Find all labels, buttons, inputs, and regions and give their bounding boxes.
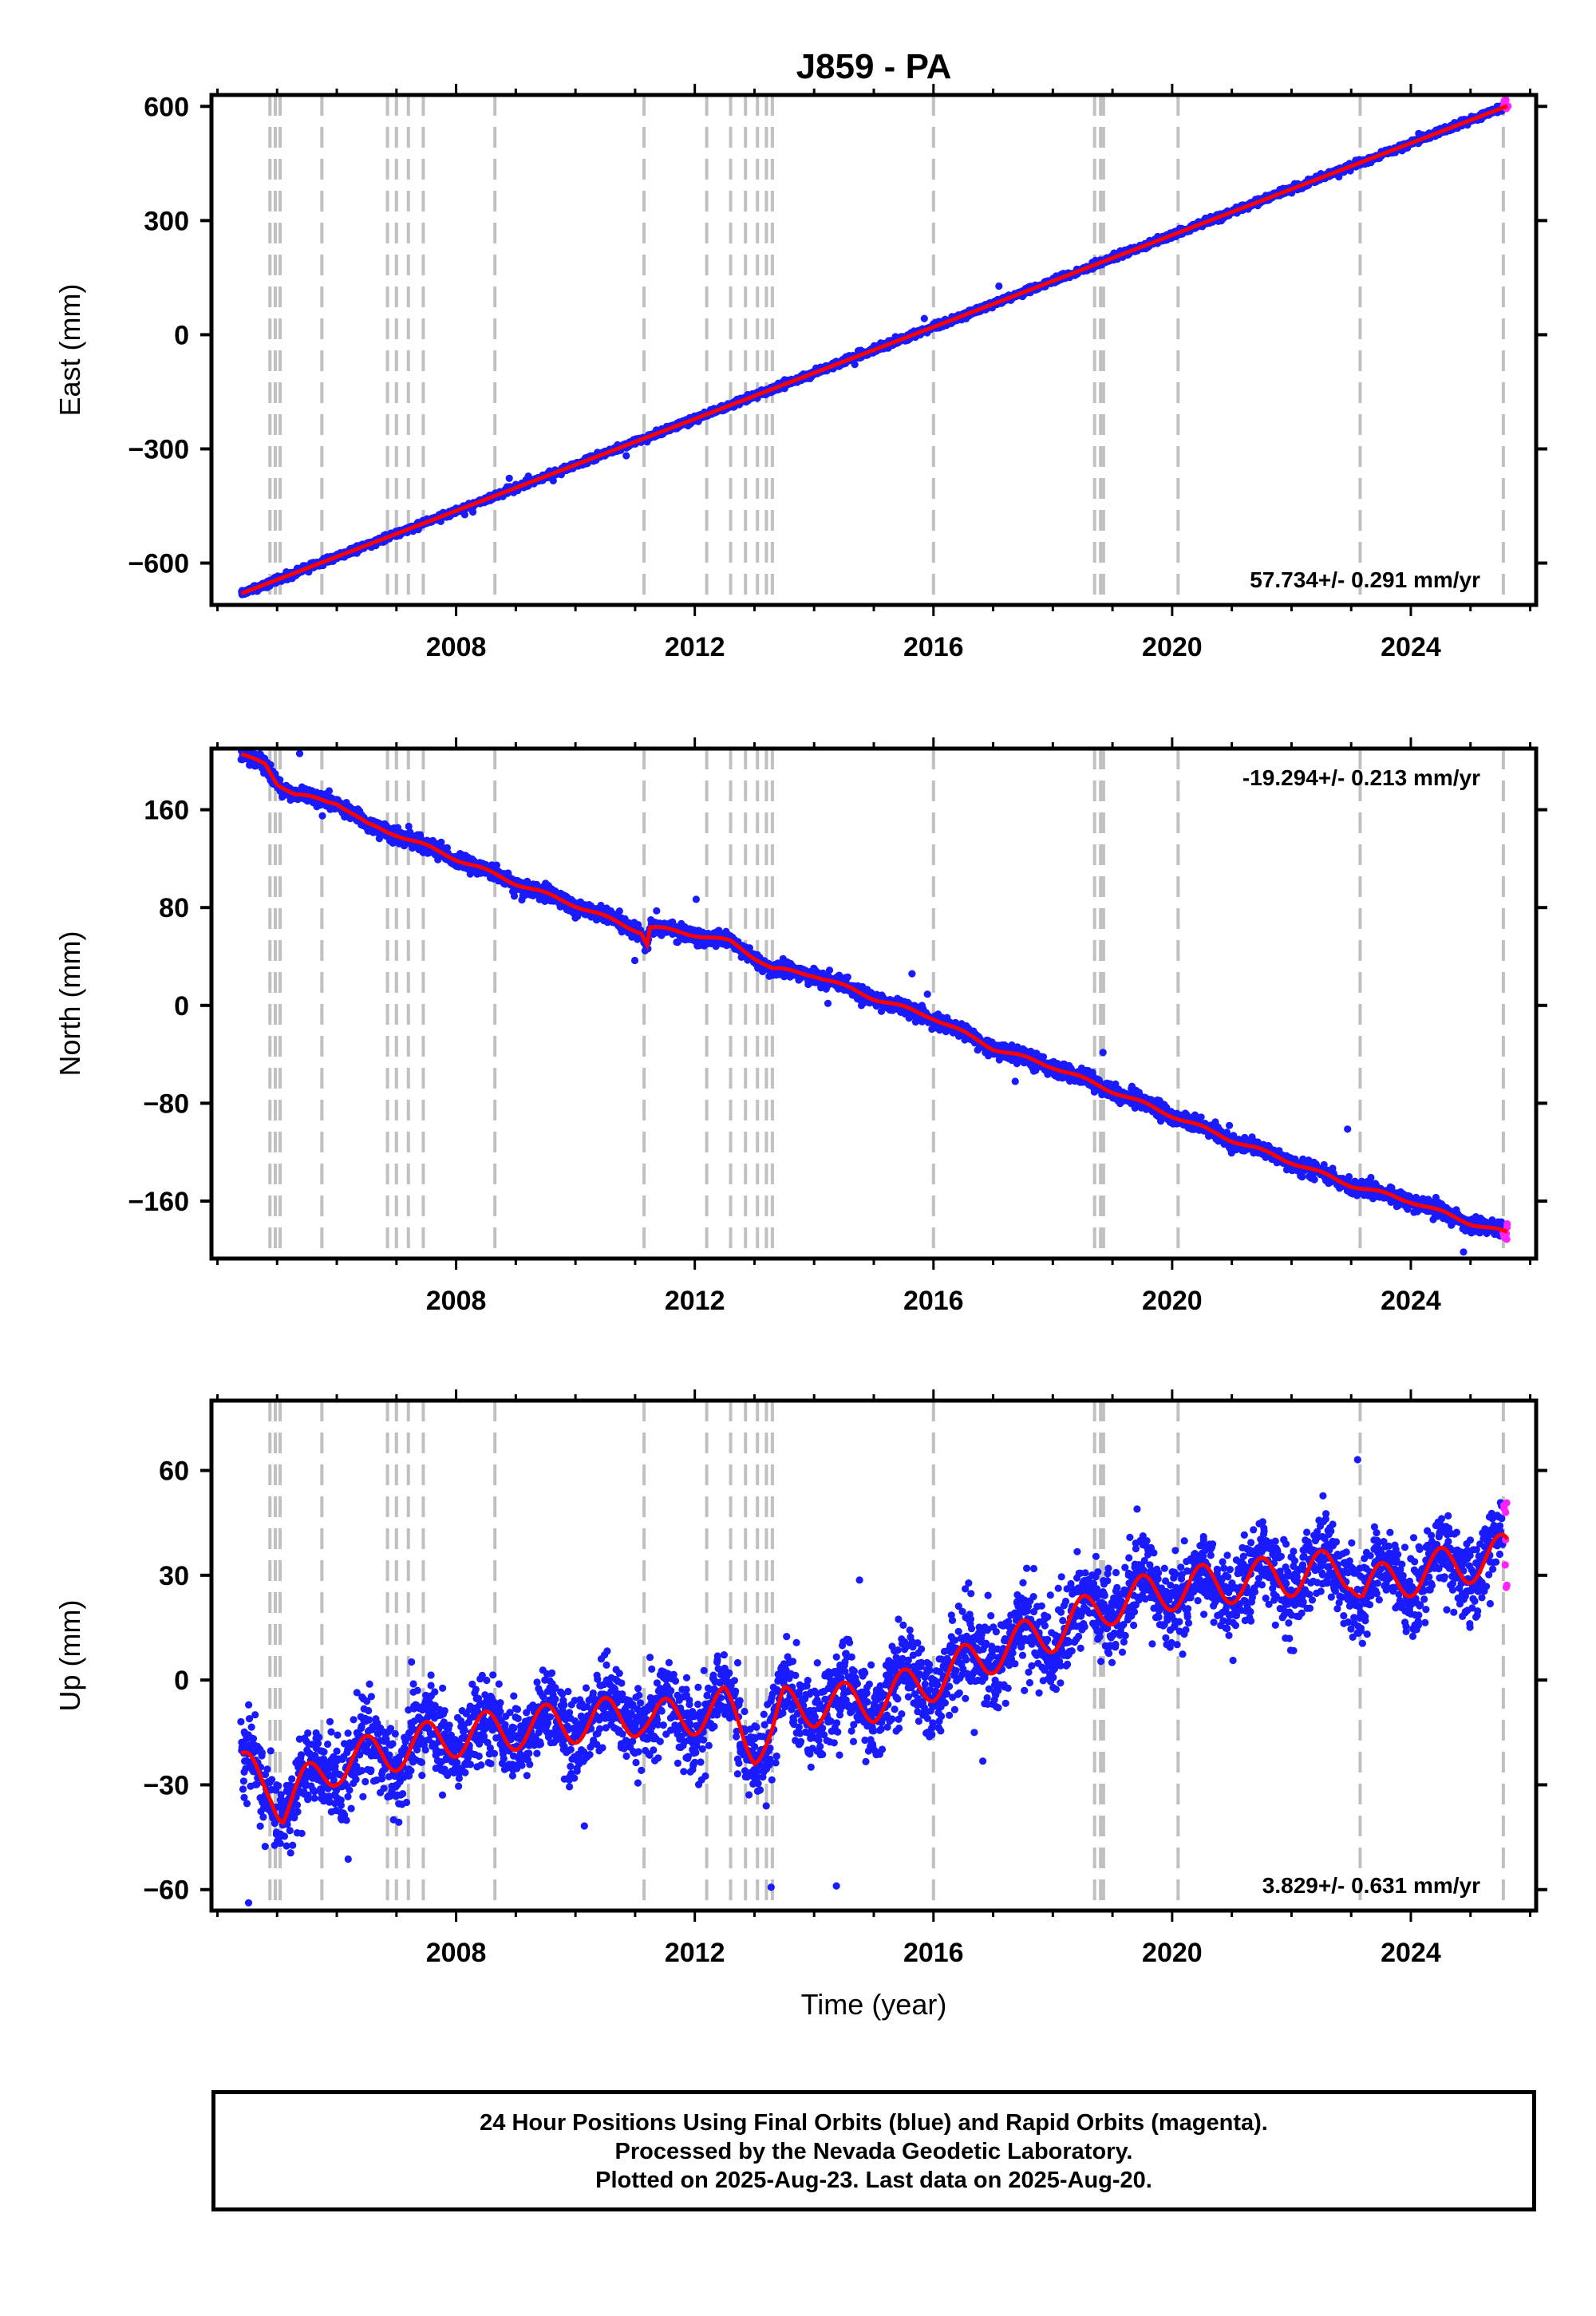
data-point <box>325 787 334 795</box>
y-tick-label: 600 <box>144 92 189 122</box>
data-point <box>851 361 859 369</box>
x-tick-label: 2012 <box>665 632 725 662</box>
data-point <box>318 812 326 820</box>
data-point <box>295 749 304 757</box>
y-tick-label: −300 <box>128 434 189 464</box>
y-tick-label: 300 <box>144 206 189 236</box>
x-tick-label: 2016 <box>903 632 964 662</box>
y-tick-label: 0 <box>174 320 189 350</box>
velocity-rate-label: 57.734+/- 0.291 mm/yr <box>1250 567 1480 592</box>
y-axis-label: East (mm) <box>53 284 86 417</box>
panel-east: 600 300 0 −300 −600 2008 2012 2016 2020 2024 East … <box>53 84 1547 662</box>
data-point <box>549 476 557 485</box>
x-tick-label: 2024 <box>1381 632 1441 662</box>
data-point <box>622 452 630 460</box>
y-tick-label: −600 <box>128 549 189 579</box>
panels: 600 300 0 −300 −600 2008 2012 2016 2020 2024 East … <box>53 84 1547 2021</box>
model-fit-line <box>240 104 1509 596</box>
x-tick-label: 2020 <box>1142 632 1203 662</box>
x-tick-label: 2008 <box>426 632 487 662</box>
data-point <box>505 474 513 482</box>
figure-title: J859 - PA <box>796 47 952 86</box>
data-point <box>920 314 928 322</box>
data-point <box>460 511 469 519</box>
data-point <box>995 282 1003 290</box>
